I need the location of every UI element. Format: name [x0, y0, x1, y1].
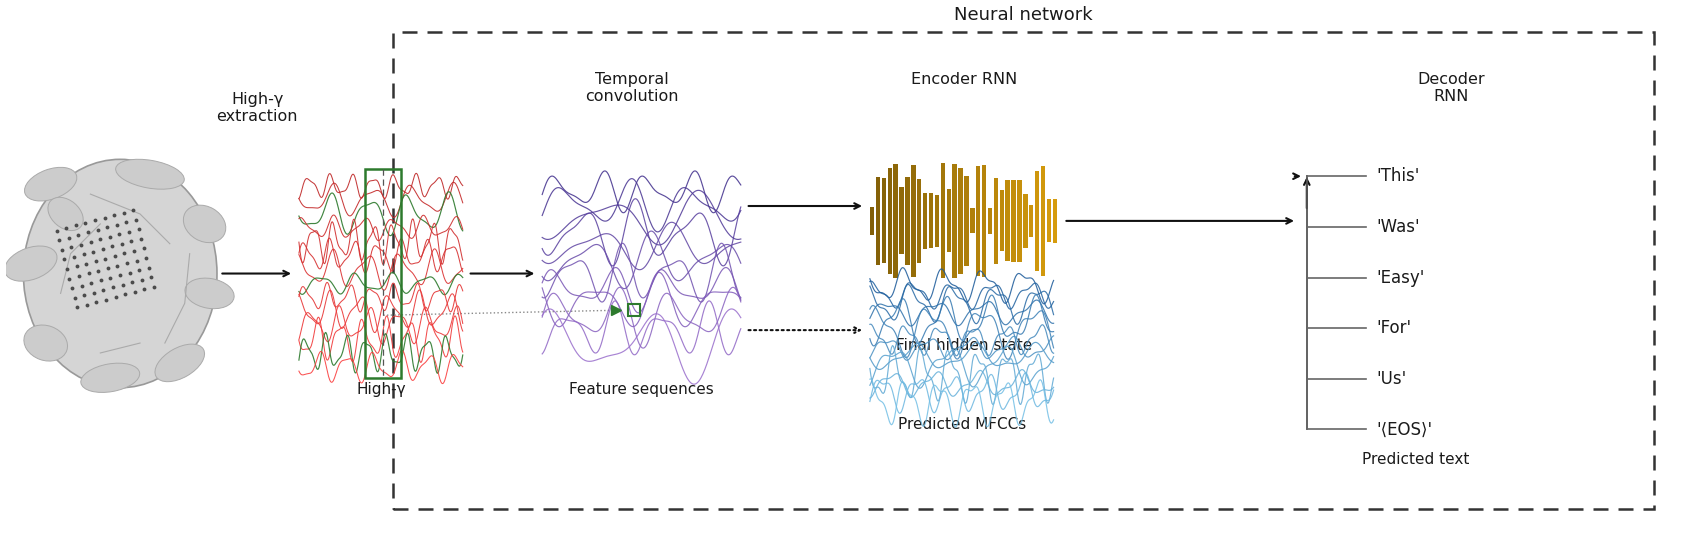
Bar: [899, 188, 904, 254]
Bar: [1023, 194, 1026, 248]
Bar: [881, 178, 885, 264]
Text: High-γ: High-γ: [356, 382, 406, 397]
Bar: [365, 169, 401, 378]
Ellipse shape: [24, 167, 77, 201]
Bar: [875, 177, 880, 265]
Bar: [951, 164, 957, 278]
Bar: [1011, 179, 1014, 262]
Bar: [917, 179, 921, 263]
Bar: [946, 189, 950, 253]
Text: Final hidden state: Final hidden state: [895, 337, 1032, 352]
Ellipse shape: [24, 159, 217, 388]
Bar: [627, 304, 639, 316]
Ellipse shape: [5, 246, 56, 281]
Bar: [1040, 166, 1045, 276]
Text: 'Was': 'Was': [1376, 218, 1419, 236]
Bar: [887, 168, 892, 274]
Ellipse shape: [24, 325, 68, 361]
Bar: [970, 208, 974, 234]
Bar: [870, 207, 873, 235]
Text: Neural network: Neural network: [953, 7, 1093, 24]
Ellipse shape: [80, 363, 140, 392]
Bar: [910, 165, 916, 277]
Ellipse shape: [184, 278, 234, 309]
Text: 'Easy': 'Easy': [1376, 269, 1424, 287]
Text: '⟨EOS⟩': '⟨EOS⟩': [1376, 421, 1432, 439]
Text: Decoder
RNN: Decoder RNN: [1417, 72, 1483, 104]
Text: Feature sequences: Feature sequences: [569, 382, 713, 397]
Bar: [893, 164, 897, 278]
Ellipse shape: [182, 205, 225, 243]
Bar: [905, 177, 909, 265]
Text: Predicted MFCCs: Predicted MFCCs: [897, 417, 1025, 432]
Bar: [1028, 205, 1033, 237]
Bar: [922, 193, 928, 248]
Text: High-γ
extraction: High-γ extraction: [217, 92, 298, 124]
Text: 'For': 'For': [1376, 319, 1410, 337]
Text: 'This': 'This': [1376, 167, 1419, 185]
Bar: [934, 195, 939, 247]
Bar: [1052, 199, 1057, 243]
Text: 'Us': 'Us': [1376, 370, 1405, 388]
Bar: [987, 208, 992, 234]
Ellipse shape: [116, 159, 184, 189]
Bar: [975, 166, 980, 276]
Bar: [958, 168, 962, 274]
Ellipse shape: [48, 197, 84, 231]
Bar: [1004, 181, 1009, 261]
Bar: [939, 164, 945, 278]
Bar: [963, 176, 968, 266]
Ellipse shape: [155, 344, 205, 382]
Bar: [928, 194, 933, 248]
Bar: [1047, 199, 1050, 242]
Bar: [982, 165, 985, 277]
Text: Encoder RNN: Encoder RNN: [910, 72, 1016, 87]
Bar: [394, 32, 1654, 509]
Text: Temporal
convolution: Temporal convolution: [585, 72, 679, 104]
Bar: [1016, 180, 1021, 261]
Bar: [1035, 171, 1038, 271]
Bar: [999, 190, 1004, 252]
Bar: [992, 178, 997, 264]
Text: Predicted text: Predicted text: [1362, 452, 1468, 467]
